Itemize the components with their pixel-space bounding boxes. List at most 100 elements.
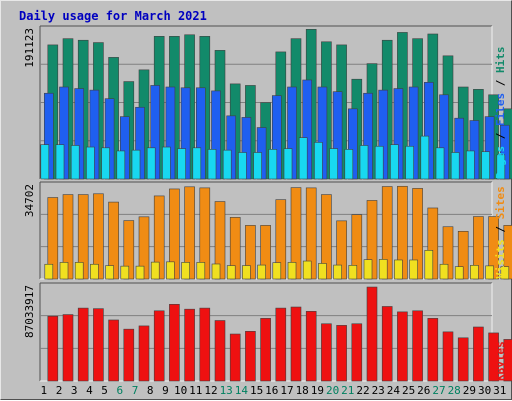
legend-separator: /	[494, 126, 507, 146]
day-label-28: 28	[448, 384, 461, 397]
bar-kbytes-day-12	[214, 320, 226, 382]
bar-visits-day-10	[181, 262, 190, 280]
bar-kbytes-day-29	[473, 326, 484, 382]
bar-pages-day-22	[359, 145, 369, 180]
bar-pages-day-26	[420, 135, 430, 180]
bar-visits-day-9	[166, 261, 175, 280]
bar-visits-day-5	[105, 265, 114, 280]
bar-kbytes-day-22	[366, 286, 378, 382]
day-label-30: 30	[478, 384, 491, 397]
bar-visits-day-27	[439, 263, 449, 280]
day-label-16: 16	[265, 384, 278, 397]
bar-pages-day-2	[55, 144, 65, 180]
bar-pages-day-4	[86, 146, 95, 180]
bar-pages-day-29	[466, 150, 475, 180]
bar-pages-day-25	[405, 145, 414, 180]
bar-kbytes-day-14	[245, 331, 256, 382]
day-label-11: 11	[189, 384, 202, 397]
bar-visits-day-11	[196, 262, 206, 280]
bar-visits-day-26	[424, 250, 434, 280]
legend-pages: Pages	[494, 146, 507, 179]
y-max-label-bot: 87033917	[23, 285, 36, 338]
day-label-9: 9	[162, 384, 169, 397]
day-label-20: 20	[326, 384, 339, 397]
bar-pages-day-7	[131, 149, 141, 180]
bar-visits-day-4	[90, 263, 99, 280]
legend-files: Files	[494, 93, 507, 126]
day-label-10: 10	[174, 384, 187, 397]
day-label-1: 1	[40, 384, 47, 397]
day-label-18: 18	[296, 384, 309, 397]
bar-pages-day-13	[222, 149, 232, 180]
bar-kbytes-day-23	[381, 306, 393, 382]
bar-visits-day-19	[318, 263, 327, 280]
day-label-22: 22	[356, 384, 369, 397]
day-label-14: 14	[235, 384, 249, 397]
bar-visits-day-29	[470, 265, 479, 280]
bar-pages-day-11	[192, 147, 202, 180]
bar-kbytes-day-26	[427, 318, 439, 382]
bar-visits-day-6	[120, 265, 130, 280]
bar-kbytes-day-21	[351, 323, 363, 382]
legend-sites: Sites	[494, 186, 507, 219]
bar-pages-day-28	[450, 152, 460, 180]
bar-kbytes-day-10	[184, 308, 195, 382]
chart-title: Daily usage for March 2021	[19, 9, 207, 23]
day-label-2: 2	[56, 384, 63, 397]
bar-visits-day-8	[150, 261, 160, 280]
day-label-4: 4	[86, 384, 93, 397]
bar-kbytes-day-5	[108, 319, 119, 382]
bar-visits-day-14	[242, 265, 251, 280]
legend-mid: Visits / Sites	[494, 186, 507, 279]
bar-visits-day-7	[135, 265, 145, 280]
bar-visits-day-24	[394, 259, 403, 280]
bar-visits-day-12	[211, 263, 221, 280]
bar-visits-day-3	[74, 262, 84, 280]
bar-pages-day-31	[496, 154, 506, 180]
bar-visits-day-2	[59, 262, 69, 280]
bar-pages-day-16	[268, 149, 278, 180]
bar-kbytes-day-28	[457, 337, 469, 382]
day-label-26: 26	[417, 384, 430, 397]
day-label-5: 5	[101, 384, 108, 397]
day-label-13: 13	[220, 384, 233, 397]
bar-visits-day-22	[363, 259, 373, 280]
legend-bot: KBytes	[494, 341, 507, 381]
bar-kbytes-day-13	[229, 333, 241, 382]
bar-kbytes-day-3	[77, 307, 89, 382]
bar-visits-day-20	[333, 264, 342, 280]
day-label-19: 19	[311, 384, 324, 397]
bar-kbytes-day-31	[503, 339, 512, 382]
legend-kbytes: KBytes	[494, 341, 507, 381]
bar-visits-day-21	[348, 265, 358, 280]
bar-visits-day-17	[287, 262, 297, 280]
legend-top: Pages / Files / Hits	[494, 47, 507, 180]
day-label-6: 6	[116, 384, 123, 397]
bar-visits-day-23	[378, 259, 388, 280]
bar-kbytes-day-30	[488, 332, 499, 382]
bar-visits-day-25	[409, 259, 418, 280]
bar-pages-day-8	[146, 147, 156, 180]
bar-kbytes-day-16	[275, 307, 287, 382]
day-label-25: 25	[402, 384, 415, 397]
y-max-label-top: 191123	[23, 28, 36, 68]
day-label-15: 15	[250, 384, 263, 397]
day-label-27: 27	[432, 384, 445, 397]
legend-visits: Visits	[494, 239, 507, 279]
bar-pages-day-18	[298, 137, 308, 180]
bar-kbytes-day-9	[169, 304, 180, 382]
bar-kbytes-day-6	[123, 328, 135, 382]
bar-pages-day-10	[177, 148, 186, 180]
bar-visits-day-1	[44, 263, 54, 280]
bar-kbytes-day-19	[321, 323, 332, 382]
bar-pages-day-5	[101, 147, 110, 180]
bar-visits-day-30	[485, 265, 494, 280]
bar-kbytes-day-18	[305, 311, 317, 382]
bar-visits-day-15	[257, 264, 266, 280]
bar-kbytes-day-17	[290, 306, 302, 382]
bar-pages-day-1	[40, 144, 50, 180]
bar-pages-day-21	[344, 149, 354, 180]
bar-kbytes-day-7	[138, 325, 150, 382]
